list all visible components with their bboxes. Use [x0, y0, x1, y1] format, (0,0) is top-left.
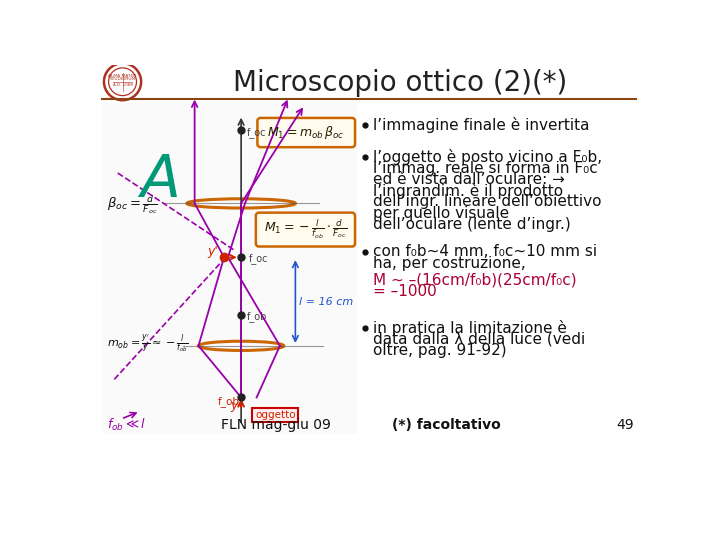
Text: con f₀b~4 mm, f₀c~10 mm si: con f₀b~4 mm, f₀c~10 mm si — [373, 245, 597, 259]
Text: oltre, pag. 91-92): oltre, pag. 91-92) — [373, 343, 506, 358]
FancyBboxPatch shape — [256, 213, 355, 247]
Text: (*) facoltativo: (*) facoltativo — [392, 418, 501, 432]
Text: in pratica la limitazione è: in pratica la limitazione è — [373, 320, 567, 336]
Text: ALMA MATER: ALMA MATER — [109, 73, 137, 78]
Text: $\beta_{oc}=\frac{d}{F_{oc}}$: $\beta_{oc}=\frac{d}{F_{oc}}$ — [107, 193, 158, 217]
Text: l’oggetto è posto vicino a F₀b,: l’oggetto è posto vicino a F₀b, — [373, 149, 602, 165]
Text: l’ingrandim. è il prodotto: l’ingrandim. è il prodotto — [373, 183, 563, 199]
Text: $f_{ob}\ll l$: $f_{ob}\ll l$ — [107, 417, 146, 433]
Text: A: A — [140, 152, 180, 209]
Text: ed è vista dall’oculare: →: ed è vista dall’oculare: → — [373, 172, 564, 187]
Text: l’immagine finale è invertita: l’immagine finale è invertita — [373, 117, 590, 133]
Text: 49: 49 — [616, 418, 634, 432]
Text: data dalla λ della luce (vedi: data dalla λ della luce (vedi — [373, 332, 585, 347]
Text: f_ob: f_ob — [248, 311, 268, 322]
Text: f_oc: f_oc — [249, 253, 269, 264]
FancyBboxPatch shape — [258, 118, 355, 147]
Text: dell’oculare (lente d’ingr.): dell’oculare (lente d’ingr.) — [373, 217, 571, 232]
Text: = –1000: = –1000 — [373, 284, 436, 299]
Text: y': y' — [207, 245, 217, 258]
Text: M ~ –(16cm/f₀b)(25cm/f₀c): M ~ –(16cm/f₀b)(25cm/f₀c) — [373, 273, 577, 288]
Text: f_oc: f_oc — [248, 127, 267, 138]
Text: ha, per costruzione,: ha, per costruzione, — [373, 255, 526, 271]
Text: oggetto: oggetto — [255, 410, 295, 420]
Text: $M_1=m_{ob}\,\beta_{oc}$: $M_1=m_{ob}\,\beta_{oc}$ — [267, 124, 345, 141]
Text: STUDIORUM: STUDIORUM — [109, 77, 135, 82]
Text: l’immag. reale si forma in F₀c: l’immag. reale si forma in F₀c — [373, 161, 598, 176]
Text: Microscopio ottico (2)(*): Microscopio ottico (2)(*) — [233, 69, 567, 97]
FancyBboxPatch shape — [252, 408, 299, 422]
Text: l = 16 cm: l = 16 cm — [300, 296, 354, 307]
Text: f_ob: f_ob — [218, 396, 240, 407]
Text: $M_1=-\frac{l}{f_{ob}}\cdot\frac{d}{F_{oc}}$: $M_1=-\frac{l}{f_{ob}}\cdot\frac{d}{F_{o… — [264, 218, 347, 241]
Text: A.D. 1088: A.D. 1088 — [112, 83, 132, 87]
Text: dell’ingr. lineare dell’obiettivo: dell’ingr. lineare dell’obiettivo — [373, 194, 601, 210]
Text: $m_{ob}=\frac{y'}{y}\approx-\frac{l}{f_{ob}}$: $m_{ob}=\frac{y'}{y}\approx-\frac{l}{f_{… — [107, 333, 189, 354]
Text: y: y — [230, 399, 238, 411]
Text: per quello visuale: per quello visuale — [373, 206, 509, 220]
FancyBboxPatch shape — [102, 103, 357, 434]
Text: FLN mag-giu 09: FLN mag-giu 09 — [221, 418, 331, 432]
